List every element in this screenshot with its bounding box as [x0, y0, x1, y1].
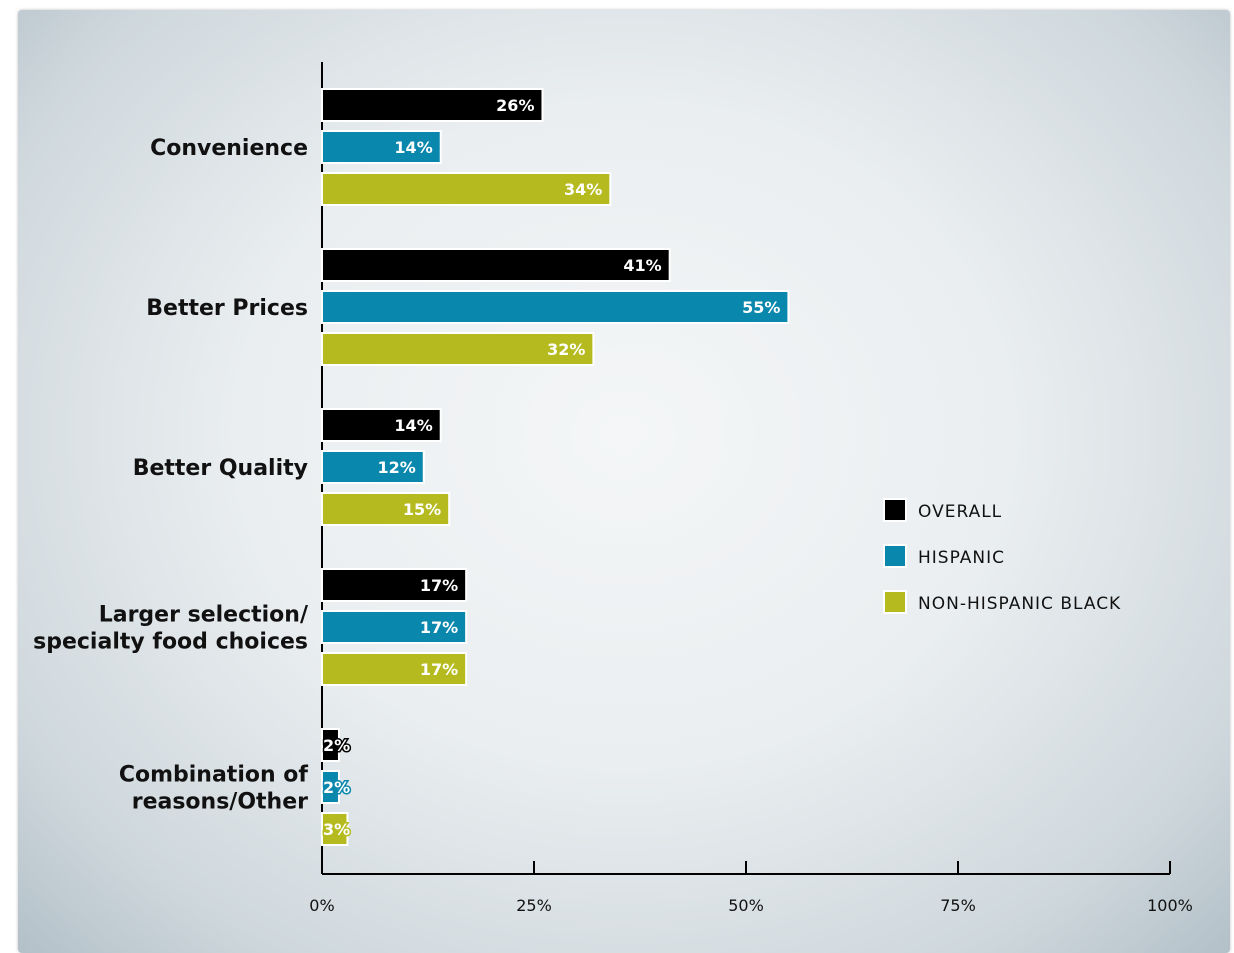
bar	[321, 290, 790, 324]
bar	[321, 332, 595, 366]
category-label: Convenience	[150, 136, 308, 161]
bar	[321, 130, 442, 164]
bar	[321, 770, 340, 804]
category-label: specialty food choices	[33, 630, 308, 655]
x-tick-label: 100%	[1147, 896, 1193, 915]
bar-value-label: 2%	[323, 736, 350, 755]
bar	[321, 728, 340, 762]
bar	[321, 568, 468, 602]
bar-value-label: 17%	[420, 576, 458, 595]
bar-value-label: 15%	[403, 500, 441, 519]
legend-swatch	[883, 544, 907, 568]
bar-value-label: 14%	[394, 138, 432, 157]
bar-value-label: 34%	[564, 180, 602, 199]
bar	[321, 652, 468, 686]
bar	[321, 248, 671, 282]
x-tick-label: 25%	[516, 896, 552, 915]
x-tick-label: 75%	[940, 896, 976, 915]
legend-swatch	[883, 498, 907, 522]
category-label: Larger selection/	[99, 603, 309, 628]
bar-value-label: 17%	[420, 660, 458, 679]
legend-label: NON-HISPANIC BLACK	[918, 594, 1121, 614]
bar	[321, 88, 544, 122]
x-tick-label: 50%	[728, 896, 764, 915]
legend-swatch	[883, 590, 907, 614]
bar-value-label: 26%	[496, 96, 534, 115]
bar	[321, 408, 442, 442]
x-tick-label: 0%	[309, 896, 334, 915]
category-label: Better Prices	[146, 296, 308, 321]
category-label: Better Quality	[133, 456, 308, 481]
category-label: Combination of	[119, 763, 309, 788]
legend-label: OVERALL	[918, 502, 1002, 522]
bar	[321, 172, 612, 206]
bar-value-label: 17%	[420, 618, 458, 637]
bar-value-label: 12%	[377, 458, 415, 477]
bar-value-label: 55%	[742, 298, 780, 317]
bar-value-label: 2%	[323, 778, 350, 797]
bar-value-label: 32%	[547, 340, 585, 359]
bar	[321, 492, 451, 526]
chart-panel	[18, 10, 1230, 953]
bar	[321, 610, 468, 644]
bar	[321, 450, 425, 484]
bar-value-label: 14%	[394, 416, 432, 435]
bar-value-label: 3%	[323, 820, 350, 839]
bar	[321, 812, 349, 846]
bar-value-label: 41%	[623, 256, 661, 275]
category-label: reasons/Other	[132, 790, 308, 815]
legend-label: HISPANIC	[918, 548, 1005, 568]
